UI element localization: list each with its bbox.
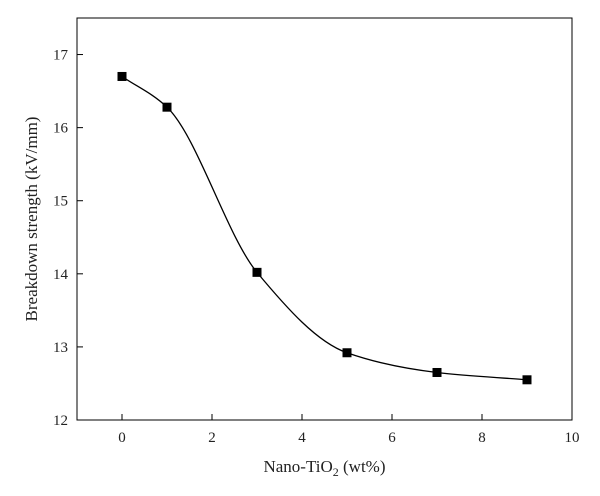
y-axis-ticks: 12 13 14 15 16 17	[53, 48, 83, 429]
data-point-marker	[162, 102, 172, 112]
y-tick-label: 16	[53, 121, 69, 137]
x-tick-label: 8	[478, 430, 486, 446]
y-tick-label: 13	[53, 340, 68, 356]
y-tick-label: 15	[53, 194, 68, 210]
y-tick-label: 17	[53, 48, 69, 64]
x-tick-label: 10	[565, 430, 580, 446]
x-axis-label: Nano-TiO2 (wt%)	[263, 457, 385, 479]
x-axis-ticks: 0 2 4 6 8 10	[118, 414, 580, 446]
y-tick-label: 12	[53, 413, 68, 429]
series-markers	[117, 71, 532, 385]
x-tick-label: 0	[118, 430, 126, 446]
y-axis-label: Breakdown strength (kV/mm)	[22, 117, 41, 322]
data-point-marker	[522, 375, 532, 385]
x-tick-label: 6	[388, 430, 396, 446]
data-point-marker	[252, 267, 262, 277]
data-point-marker	[342, 348, 352, 358]
y-tick-label: 14	[53, 267, 69, 283]
plot-area-frame	[76, 17, 573, 421]
x-tick-label: 2	[208, 430, 216, 446]
x-tick-label: 4	[298, 430, 306, 446]
data-point-marker	[117, 71, 127, 81]
data-point-marker	[432, 367, 442, 377]
series-line	[121, 75, 528, 381]
